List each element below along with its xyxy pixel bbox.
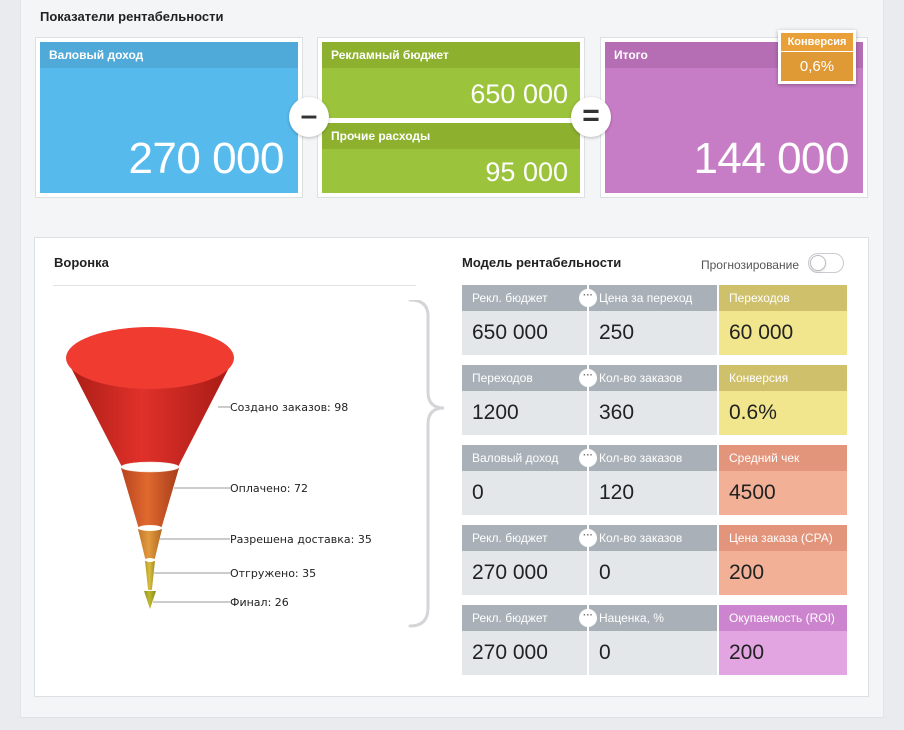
funnel-stage-1-body	[66, 358, 234, 471]
funnel-stage-divider-3	[145, 558, 155, 562]
model-row-3-b-label: Кол-во заказов	[589, 445, 717, 471]
funnel-label-4: Отгружено: 35	[230, 567, 317, 580]
total-value: 144 000	[693, 134, 849, 183]
model-row-1-a-label: Рекл. бюджет	[462, 285, 587, 311]
model-row-4-c-value: 200	[719, 551, 847, 595]
funnel-stage-5-body	[144, 591, 156, 609]
profitability-title: Показатели рентабельности	[40, 9, 224, 24]
model-row-5-b-value[interactable]: 0	[589, 631, 717, 675]
model-row-1-b-label: Цена за переход	[589, 285, 717, 311]
minus-operator: –	[289, 97, 329, 137]
other-expenses-value: 95 000	[485, 157, 568, 187]
funnel-chart	[66, 300, 445, 628]
model-row-1-a-value[interactable]: 650 000	[462, 311, 587, 355]
curly-brace	[408, 300, 445, 628]
model-row-3-more-icon[interactable]: ···	[579, 449, 597, 467]
funnel-title: Воронка	[54, 255, 109, 270]
funnel-label-5: Финал: 26	[230, 596, 289, 609]
model-row-5-b-label: Наценка, %	[589, 605, 717, 631]
model-row-2-c-value: 0.6%	[719, 391, 847, 435]
forecast-toggle[interactable]	[808, 253, 844, 273]
model-row-3-c-value: 4500	[719, 471, 847, 515]
model-row-1-more-icon[interactable]: ···	[579, 289, 597, 307]
model-row-4-c-label: Цена заказа (CPA)	[719, 525, 847, 551]
model-row-2-b-label: Кол-во заказов	[589, 365, 717, 391]
conversion-badge: Конверсия 0,6%	[778, 30, 856, 84]
forecast-toggle-knob	[810, 255, 826, 271]
ad-budget-value: 650 000	[470, 79, 568, 109]
model-row-5-more-icon[interactable]: ···	[579, 609, 597, 627]
ad-budget-label: Рекламный бюджет	[322, 42, 580, 68]
model-row-1-c-label: Переходов	[719, 285, 847, 311]
model-row-5-a-label: Рекл. бюджет	[462, 605, 587, 631]
model-row-2-more-icon[interactable]: ···	[579, 369, 597, 387]
model-row-2-a-label: Переходов	[462, 365, 587, 391]
model-row-4-b-label: Кол-во заказов	[589, 525, 717, 551]
equals-operator: =	[571, 97, 611, 137]
model-row-3-a-label: Валовый доход	[462, 445, 587, 471]
model-row-4-a-label: Рекл. бюджет	[462, 525, 587, 551]
model-row-3-c-label: Средний чек	[719, 445, 847, 471]
model-row-1-b-value[interactable]: 250	[589, 311, 717, 355]
model-row-4-b-value[interactable]: 0	[589, 551, 717, 595]
model-row-2-a-value[interactable]: 1200	[462, 391, 587, 435]
expenses-divider	[322, 118, 580, 123]
funnel-label-2: Оплачено: 72	[230, 482, 309, 495]
funnel-stage-divider-2	[138, 525, 162, 531]
expenses-card: Рекламный бюджет 650 000 Прочие расходы …	[317, 37, 585, 198]
other-expenses-label: Прочие расходы	[322, 123, 580, 149]
ad-budget-tile: Рекламный бюджет 650 000 Прочие расходы …	[322, 42, 580, 193]
model-row-2-c-label: Конверсия	[719, 365, 847, 391]
gross-income-label: Валовый доход	[40, 42, 298, 68]
gross-income-tile: Валовый доход 270 000	[40, 42, 298, 193]
funnel-title-divider	[53, 285, 416, 286]
funnel-stage-2-body	[121, 468, 179, 530]
model-row-5-a-value[interactable]: 270 000	[462, 631, 587, 675]
funnel-stage-3-body	[138, 529, 162, 560]
model-row-5-c-label: Окупаемость (ROI)	[719, 605, 847, 631]
model-row-3-a-value[interactable]: 0	[462, 471, 587, 515]
model-row-1-c-value: 60 000	[719, 311, 847, 355]
funnel-stage-4-body	[145, 561, 155, 590]
model-row-4-a-value[interactable]: 270 000	[462, 551, 587, 595]
model-row-4-more-icon[interactable]: ···	[579, 529, 597, 547]
gross-income-card: Валовый доход 270 000	[35, 37, 303, 198]
funnel-label-3: Разрешена доставка: 35	[230, 533, 372, 546]
model-row-2-b-value[interactable]: 360	[589, 391, 717, 435]
conversion-badge-value: 0,6%	[781, 52, 853, 81]
model-title: Модель рентабельности	[462, 255, 622, 270]
conversion-badge-label: Конверсия	[781, 33, 853, 51]
model-row-3-b-value[interactable]: 120	[589, 471, 717, 515]
model-row-5-c-value: 200	[719, 631, 847, 675]
funnel-stage-1-top	[66, 327, 234, 389]
funnel-label-1: Создано заказов: 98	[230, 401, 349, 414]
funnel-stage-divider-1	[120, 461, 180, 473]
gross-income-value: 270 000	[128, 134, 284, 183]
forecast-label: Прогнозирование	[701, 258, 799, 272]
